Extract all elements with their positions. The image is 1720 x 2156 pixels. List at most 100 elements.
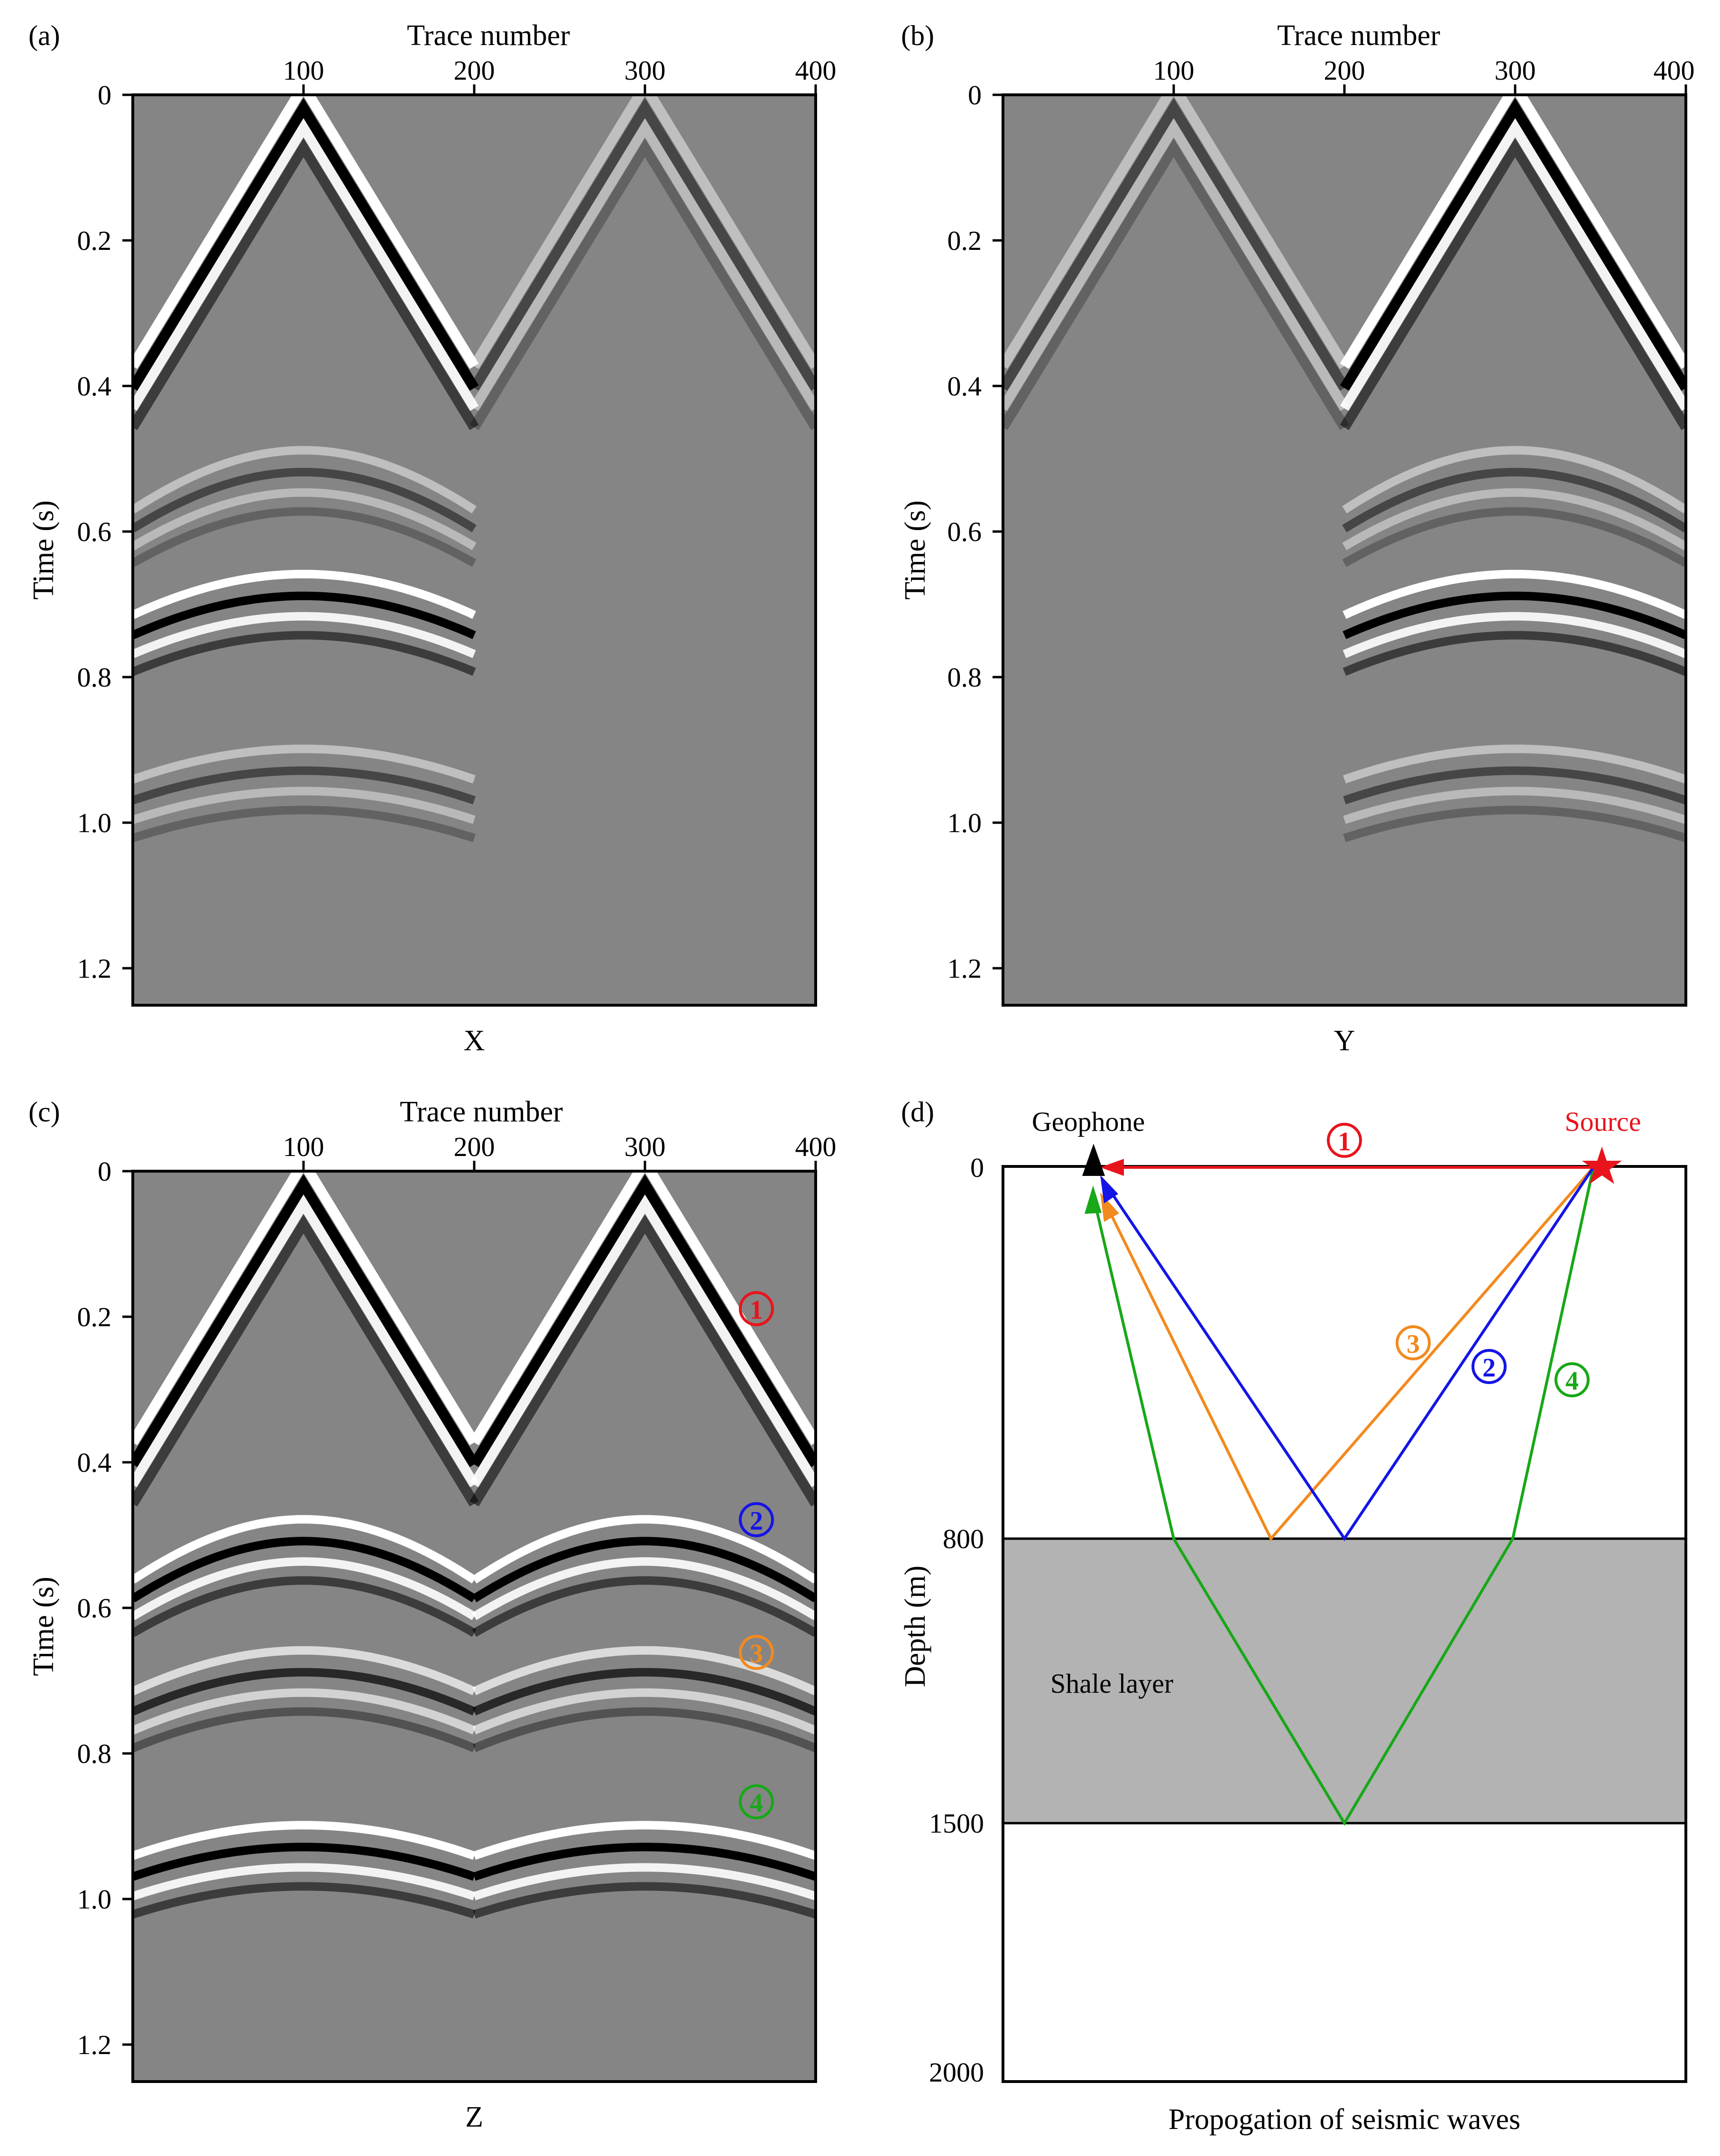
- seismic-event-2: [133, 1515, 477, 1584]
- event-marker-2: 2: [739, 1502, 774, 1537]
- seismic-event-3: [133, 468, 477, 532]
- seismic-event-3: [133, 1646, 476, 1696]
- y-ticks-a: 0 0.2 0.4 0.6 0.8 1.0 1.2: [77, 80, 133, 984]
- y-tick-label: 0: [968, 80, 982, 110]
- seismic-event-3: [1342, 507, 1686, 567]
- seismic-event-4: [133, 1882, 476, 1919]
- x-tick-label: 300: [625, 55, 666, 86]
- y-ticks-b: 0 0.2 0.4 0.6 0.8 1.0 1.2: [947, 80, 1003, 984]
- ray-label-text: 3: [1407, 1330, 1420, 1359]
- x-tick-label: 300: [1495, 55, 1536, 86]
- seismic-event-3: [133, 1668, 476, 1716]
- x-tick-label: 200: [454, 1131, 495, 1162]
- y-axis-title-d: Depth (m): [899, 1566, 931, 1688]
- ray-4: [1085, 1167, 1595, 1826]
- geophone-icon: [1082, 1144, 1105, 1176]
- x-tick-label: 400: [795, 1131, 837, 1162]
- seismic-event-2: [133, 1537, 477, 1603]
- ray-label-3: 3: [1396, 1325, 1431, 1360]
- ray-label-text: 4: [1565, 1367, 1579, 1396]
- x-axis-title-b: Trace number: [1277, 19, 1440, 52]
- y-axis-title-b: Time (s): [899, 500, 931, 600]
- seismic-event-1: [133, 1174, 479, 1468]
- seismic-event-4: [133, 1821, 476, 1860]
- y-tick-label: 0.6: [77, 516, 112, 547]
- x-tick-label: 400: [795, 55, 837, 86]
- panel-label-d: (d): [901, 1096, 934, 1128]
- seismic-event-1: [133, 1171, 479, 1446]
- event-marker-3: 3: [739, 1635, 774, 1670]
- seismic-event-1: [133, 1194, 479, 1488]
- caption-d: Propogation of seismic waves: [1168, 2103, 1520, 2136]
- seismic-event-2: [1340, 137, 1686, 431]
- seismic-event-1: [1003, 95, 1349, 369]
- seismic-event-4: [133, 569, 476, 619]
- seismic-event-4: [1343, 591, 1686, 639]
- seismic-event-3: [133, 488, 477, 550]
- seismic-event-3: [133, 507, 477, 567]
- ray-label-text: 1: [1338, 1127, 1351, 1156]
- seismic-event-2: [133, 1576, 477, 1637]
- seismic-event-3: [472, 1688, 816, 1734]
- seismic-event-5: [1343, 787, 1686, 824]
- caption-a: X: [464, 1025, 485, 1057]
- y-tick-label: 0: [970, 1152, 984, 1183]
- ray-1: [1100, 1159, 1593, 1176]
- y-tick-label: 0: [98, 80, 111, 110]
- seismic-event-5: [133, 806, 476, 843]
- seismic-event-4: [473, 1882, 816, 1919]
- gather-c: [133, 1171, 816, 2082]
- panel-label-b: (b): [901, 20, 934, 51]
- event-marker-label: 4: [750, 1789, 763, 1818]
- seismic-event-3: [133, 446, 477, 514]
- y-tick-label: 0.6: [77, 1593, 112, 1624]
- seismic-event-4: [133, 1843, 476, 1881]
- seismic-event-4: [133, 591, 476, 639]
- seismic-event-2: [472, 1576, 816, 1637]
- x-tick-label: 200: [454, 55, 495, 86]
- y-tick-label: 1.0: [77, 1884, 112, 1915]
- seismic-event-4: [1343, 569, 1686, 619]
- ray-2: [1100, 1166, 1595, 1541]
- seismic-event-1: [1003, 137, 1349, 431]
- source-label: Source: [1564, 1106, 1641, 1137]
- seismic-event-2: [1340, 118, 1686, 412]
- seismic-event-3: [472, 1707, 816, 1752]
- event-marker-1: 1: [739, 1291, 774, 1326]
- y-tick-label: 0.8: [947, 662, 982, 693]
- ray-label-1: 1: [1327, 1123, 1362, 1158]
- seismic-event-3: [1342, 446, 1686, 514]
- seismic-event-5: [133, 787, 476, 824]
- seismic-event-1: [1003, 98, 1349, 391]
- y-tick-label: 0.4: [77, 1447, 112, 1478]
- seismic-event-1: [469, 1174, 816, 1468]
- panel-label-c: (c): [28, 1096, 60, 1128]
- y-axis-title-c: Time (s): [28, 1577, 60, 1676]
- seismic-event-2: [472, 1515, 816, 1584]
- panel-c: (c) Trace number 100 200 300 400 0 0.2 0…: [28, 1096, 837, 2133]
- event-marker-label: 3: [750, 1639, 763, 1669]
- x-ticks-b: 100 200 300 400: [1153, 55, 1695, 95]
- y-tick-label: 1500: [929, 1808, 984, 1839]
- ray-label-2: 2: [1472, 1349, 1507, 1384]
- y-tick-label: 1.0: [947, 807, 982, 838]
- y-tick-label: 1.2: [77, 953, 112, 984]
- y-tick-label: 1.2: [947, 953, 982, 984]
- seismic-event-3: [1342, 488, 1686, 550]
- seismic-event-1: [469, 1171, 816, 1446]
- seismic-event-2: [469, 98, 816, 391]
- seismic-event-4: [133, 612, 476, 658]
- x-tick-label: 100: [283, 1131, 324, 1162]
- seismic-event-2: [472, 1537, 816, 1603]
- y-tick-label: 0.6: [947, 516, 982, 547]
- panel-b: (b) Trace number 100 200 300 400 0 0.2 0…: [899, 19, 1695, 1057]
- y-tick-label: 800: [943, 1523, 984, 1554]
- y-ticks-d: 0 800 1500 2000: [929, 1152, 984, 2088]
- y-ticks-c: 0 0.2 0.4 0.6 0.8 1.0 1.2: [77, 1156, 133, 2060]
- seismic-event-2: [469, 118, 816, 412]
- seismic-event-4: [473, 1843, 816, 1881]
- seismic-event-5: [133, 766, 476, 805]
- x-ticks-c: 100 200 300 400: [283, 1131, 837, 1171]
- y-tick-label: 0.4: [77, 371, 112, 402]
